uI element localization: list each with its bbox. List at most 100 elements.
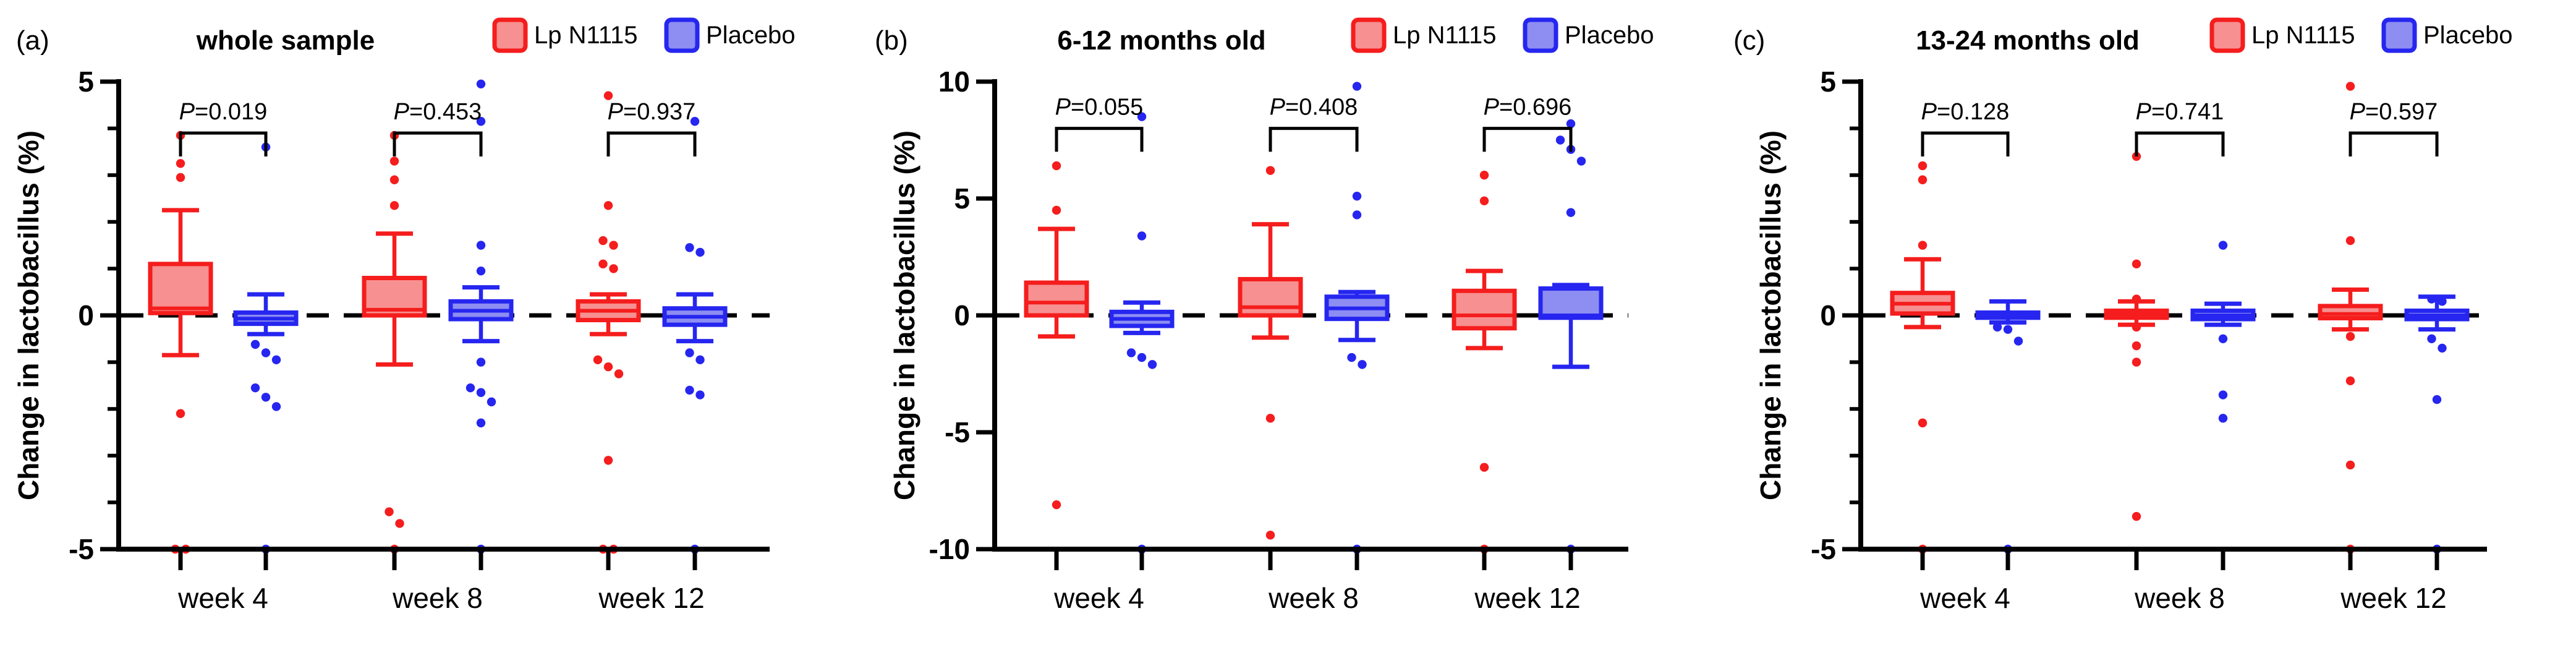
box-group-lp-n1115-week-4 xyxy=(148,130,213,554)
chart-a: (a) whole sample Lp N1115 Placebo Change in … xyxy=(12,17,796,614)
outlier-dot xyxy=(2132,341,2141,351)
outlier-dot xyxy=(598,259,608,269)
x-category-label: week 12 xyxy=(1474,582,1580,614)
outlier-dot xyxy=(2132,511,2141,521)
box-group-placebo-week-8 xyxy=(1324,82,1390,554)
outlier-dot xyxy=(176,409,185,418)
outlier-dot xyxy=(2218,390,2228,400)
significance-bracket xyxy=(1482,127,1573,152)
outlier-dot xyxy=(385,507,394,516)
outlier-dot xyxy=(271,402,281,411)
outlier-dot xyxy=(176,173,185,182)
outlier-dot xyxy=(2013,336,2023,346)
outlier-dot xyxy=(1052,500,1061,510)
outlier-dot xyxy=(1918,175,1928,184)
outlier-dot xyxy=(476,266,486,276)
outlier-dot xyxy=(476,357,486,367)
outlier-dot xyxy=(2345,376,2355,386)
p-value-label: P=0.128 xyxy=(1921,99,2010,125)
y-tick-label: 0 xyxy=(1820,299,1836,331)
outlier-dot xyxy=(598,236,608,246)
outlier-dot xyxy=(1137,352,1147,362)
box xyxy=(1538,286,1604,320)
chart-c: (c) 13-24 months old Lp N1115 Placebo Change… xyxy=(1733,17,2513,614)
significance-bracket xyxy=(1921,131,2010,156)
outlier-dot xyxy=(389,201,399,210)
outlier-dot xyxy=(2427,334,2436,343)
y-tick-label: 5 xyxy=(954,182,970,215)
outlier-dot xyxy=(1352,210,1362,220)
outlier-dot xyxy=(271,355,281,365)
y-tick-label: -5 xyxy=(945,416,970,448)
panel-label: (b) xyxy=(875,25,908,56)
outlier-dot xyxy=(2427,294,2436,304)
outlier-dot xyxy=(1137,112,1147,121)
outlier-dot xyxy=(1918,241,1928,250)
significance-bracket xyxy=(1055,127,1144,152)
significance-bracket xyxy=(179,131,268,156)
outlier-dot xyxy=(1918,418,1928,428)
outlier-dot xyxy=(476,388,486,397)
y-axis-title: Change in lactobacillus (%) xyxy=(888,130,920,500)
y-axis-title: Change in lactobacillus (%) xyxy=(12,130,45,500)
box-group-placebo-week-12 xyxy=(1538,119,1604,554)
outlier-dot xyxy=(2345,82,2355,91)
x-category-label: week 8 xyxy=(2134,582,2225,614)
outlier-dot xyxy=(1265,166,1275,175)
outlier-dot xyxy=(1918,161,1928,171)
box-group-placebo-week-4 xyxy=(233,142,299,554)
y-tick-label: -5 xyxy=(1811,533,1836,565)
box-group-placebo-week-12 xyxy=(662,117,728,554)
outlier-dot xyxy=(1137,231,1147,241)
outlier-dot xyxy=(1479,463,1489,472)
outlier-dot xyxy=(1479,171,1489,180)
panel-label: (c) xyxy=(1733,25,1765,56)
outlier-dot xyxy=(1052,161,1061,171)
p-value-label: P=0.937 xyxy=(608,99,696,125)
outlier-dot xyxy=(250,340,260,349)
legend-swatch-placebo xyxy=(664,17,700,53)
legend-swatch-placebo xyxy=(1523,17,1558,53)
outlier-dot xyxy=(176,159,185,168)
box xyxy=(1238,276,1303,318)
x-category-label: week 4 xyxy=(177,582,268,614)
outlier-dot xyxy=(603,201,613,210)
outlier-dot xyxy=(476,79,486,88)
box xyxy=(1452,288,1517,331)
p-value-label: P=0.055 xyxy=(1055,95,1144,121)
panel-b: (b) 6-12 months old Lp N1115 Placebo Change … xyxy=(859,0,1717,658)
outlier-dot xyxy=(476,241,486,250)
outlier-dot xyxy=(1265,414,1275,423)
outlier-dot xyxy=(685,348,694,357)
outlier-dot xyxy=(1126,348,1136,357)
outlier-dot xyxy=(609,241,618,250)
outlier-dot xyxy=(690,117,700,126)
p-value-label: P=0.019 xyxy=(179,99,268,125)
significance-bracket xyxy=(2349,131,2439,156)
box-group-lp-n1115-week-12 xyxy=(1452,171,1517,554)
outlier-dot xyxy=(695,247,705,257)
panel-c: (c) 13-24 months old Lp N1115 Placebo Change… xyxy=(1717,0,2576,658)
outlier-dot xyxy=(2132,259,2141,269)
legend-label: Placebo xyxy=(2423,22,2513,49)
outlier-dot xyxy=(395,519,404,528)
outlier-dot xyxy=(603,362,613,372)
outlier-dot xyxy=(1052,205,1061,215)
outlier-dot xyxy=(2218,414,2228,423)
box-group-placebo-week-12 xyxy=(2404,294,2470,554)
significance-bracket xyxy=(1269,127,1359,152)
outlier-dot xyxy=(2345,236,2355,246)
significance-bracket xyxy=(2135,131,2225,156)
y-tick-label: 5 xyxy=(1820,66,1836,98)
p-value-label: P=0.453 xyxy=(394,99,482,125)
p-value-label: P=0.597 xyxy=(2350,99,2438,125)
outlier-dot xyxy=(2345,331,2355,341)
outlier-dot xyxy=(1555,135,1565,145)
outlier-dot xyxy=(2438,343,2447,353)
box-group-lp-n1115-week-12 xyxy=(576,91,641,554)
legend-swatch-lp-n1115 xyxy=(492,17,528,53)
outlier-dot xyxy=(2132,322,2141,332)
outlier-dot xyxy=(2218,241,2228,250)
panel-label: (a) xyxy=(16,25,49,56)
